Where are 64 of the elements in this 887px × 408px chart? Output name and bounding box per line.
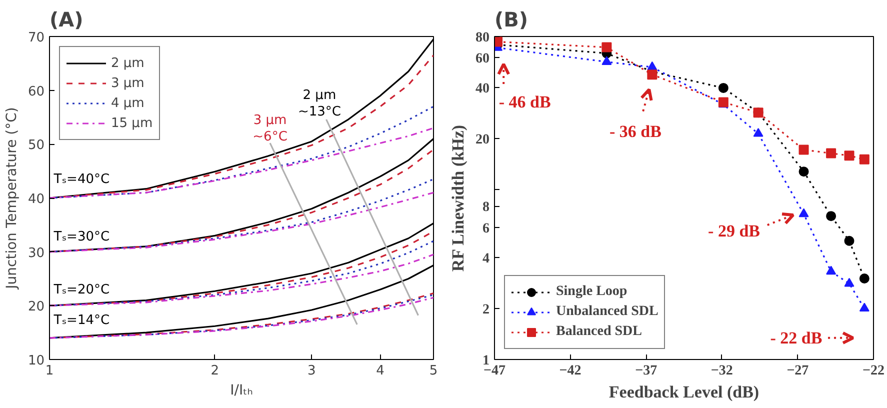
point: [826, 266, 836, 275]
x-axis-title: Feedback Level (dB): [608, 382, 760, 402]
annotation: 3 μm ~6°C: [252, 112, 288, 144]
y-tick-label: 30: [28, 246, 45, 261]
y-tick-label: 6: [482, 221, 490, 236]
y-axis-title: RF Linewidth (kHz): [448, 124, 468, 272]
legend-label: Single Loop: [556, 284, 628, 300]
annotation: Tₛ=14°C: [52, 313, 110, 328]
y-axis-title: Junction Temperature (°C): [4, 107, 20, 290]
legend-label: Balanced SDL: [556, 324, 642, 340]
point: [859, 154, 870, 164]
y-tick-label: 60: [28, 84, 45, 100]
annotation: Tₛ=30°C: [52, 229, 110, 244]
point: [718, 82, 728, 93]
legend-label: 4 μm: [111, 96, 144, 110]
point: [826, 148, 836, 158]
point: [753, 128, 764, 137]
annotation: - 46 dB: [498, 92, 551, 112]
x-tick-label: −27: [786, 364, 809, 378]
annotation: - 36 dB: [610, 122, 662, 142]
legend-label: 15 μm: [111, 116, 153, 130]
y-tick-label: 80: [476, 30, 490, 46]
point: [602, 42, 612, 52]
point: [647, 70, 658, 80]
point: [844, 278, 854, 287]
annotation: - 22 dB: [770, 328, 822, 348]
legend-label: 2 μm: [111, 56, 144, 70]
x-axis-title: I/Iₜₕ: [230, 382, 253, 398]
point: [798, 144, 809, 155]
chart-title: (B): [494, 8, 528, 32]
legend-label: Unbalanced SDL: [556, 304, 658, 320]
y-tick-label: 8: [482, 200, 490, 216]
x-tick-label: −32: [710, 364, 733, 378]
x-tick-label: 5: [429, 364, 438, 378]
x-tick-label: 3: [307, 364, 316, 378]
y-tick-label: 4: [482, 251, 490, 266]
chart-title: (A): [50, 8, 84, 32]
annotation: Tₛ=40°C: [52, 172, 110, 188]
point: [826, 211, 836, 222]
point: [798, 166, 809, 177]
legend-label: 3 μm: [111, 76, 144, 90]
annotation: 2 μm ~13°C: [298, 88, 341, 120]
point: [798, 208, 809, 218]
y-tick-label: 2: [482, 302, 490, 318]
y-tick-label: 40: [476, 82, 490, 97]
point: [859, 302, 870, 312]
x-tick-label: −22: [862, 364, 884, 378]
y-tick-label: 70: [28, 30, 45, 46]
point: [844, 236, 854, 246]
x-tick-label: 2: [210, 364, 220, 378]
y-tick-label: 60: [476, 52, 490, 67]
x-tick-label: −37: [635, 364, 658, 378]
point: [859, 274, 870, 284]
y-tick-label: 40: [28, 192, 45, 207]
y-tick-label: 20: [476, 132, 490, 148]
annotation: - 29 dB: [708, 222, 760, 241]
point: [602, 56, 612, 65]
y-tick-label: 10: [28, 354, 45, 368]
x-tick-label: −42: [559, 364, 582, 378]
x-tick-label: 4: [376, 364, 384, 378]
annotation: Tₛ=20°C: [52, 282, 110, 298]
y-tick-label: 50: [28, 138, 45, 154]
y-tick-label: 20: [28, 300, 45, 315]
point: [844, 150, 854, 161]
